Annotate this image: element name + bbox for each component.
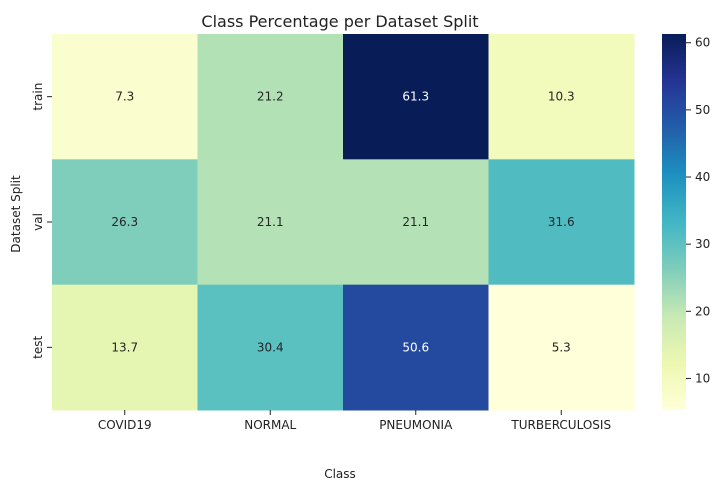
heatmap-cell xyxy=(52,34,198,160)
colorbar-tick-label: 20 xyxy=(695,304,710,318)
y-tick-label: test xyxy=(31,336,45,359)
heatmap-cell xyxy=(343,159,489,286)
y-tick-label: val xyxy=(31,213,45,231)
heatmap-cell xyxy=(488,284,635,411)
cell-value-label: 21.2 xyxy=(257,90,284,104)
cell-value-label: 30.4 xyxy=(257,340,284,354)
heatmap-cell xyxy=(197,284,344,411)
colorbar xyxy=(662,34,686,410)
heatmap-cells: 7.3 21.2 61.3 10.3 26.3 21.1 21.1 31.6 13.7 30.4 5… xyxy=(52,34,635,411)
cell-value-label: 7.3 xyxy=(115,90,134,104)
x-tick-label: COVID19 xyxy=(98,418,152,432)
cell-value-label: 26.3 xyxy=(111,215,138,229)
chart-title: Class Percentage per Dataset Split xyxy=(201,12,478,31)
x-axis-label: Class xyxy=(324,467,356,481)
cell-value-label: 21.1 xyxy=(257,215,284,229)
heatmap-cell xyxy=(343,284,489,411)
cell-value-label: 50.6 xyxy=(402,340,429,354)
heatmap-cell xyxy=(197,34,344,160)
cell-value-label: 10.3 xyxy=(548,90,575,104)
heatmap-cell xyxy=(343,34,489,160)
x-tick-label: NORMAL xyxy=(244,418,296,432)
heatmap-cell xyxy=(488,34,635,160)
colorbar-ticks: 10 20 30 40 50 60 xyxy=(686,36,710,385)
x-tick-label: PNEUMONIA xyxy=(379,418,453,432)
colorbar-tick-label: 50 xyxy=(695,103,710,117)
x-axis-ticks: COVID19 NORMAL PNEUMONIA TURBERCULOSIS xyxy=(98,410,611,432)
cell-value-label: 31.6 xyxy=(548,215,575,229)
colorbar-tick-label: 30 xyxy=(695,237,710,251)
colorbar-tick-label: 60 xyxy=(695,36,710,50)
y-axis-ticks: train val test xyxy=(31,83,52,359)
cell-value-label: 21.1 xyxy=(402,215,429,229)
heatmap-cell xyxy=(52,284,198,411)
cell-value-label: 61.3 xyxy=(402,90,429,104)
heatmap-cell xyxy=(52,159,198,286)
colorbar-tick-label: 10 xyxy=(695,371,710,385)
y-axis-label: Dataset Split xyxy=(9,175,23,253)
y-tick-label: train xyxy=(31,83,45,111)
heatmap-cell xyxy=(488,159,635,286)
heatmap-cell xyxy=(197,159,344,286)
x-tick-label: TURBERCULOSIS xyxy=(510,418,611,432)
colorbar-tick-label: 40 xyxy=(695,170,710,184)
cell-value-label: 13.7 xyxy=(111,340,138,354)
cell-value-label: 5.3 xyxy=(552,340,571,354)
